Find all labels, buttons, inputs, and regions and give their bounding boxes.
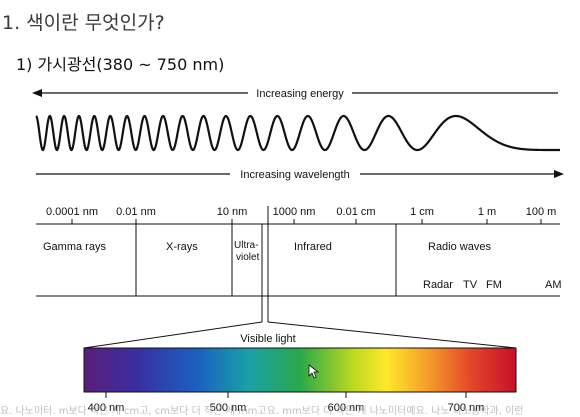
spectrum-tick-700: 700 nm: [448, 402, 485, 414]
region-band: [36, 223, 560, 297]
section-subtitle: 1) 가시광선(380 ~ 750 nm): [16, 55, 225, 74]
scale-tick-marks: [71, 219, 542, 224]
region-xrays: X-rays: [166, 241, 198, 253]
region-ultraviolet-line1: Ultra-: [234, 240, 258, 251]
region-ultraviolet-line2: violet: [236, 252, 260, 263]
region-am: AM: [545, 279, 562, 291]
visible-light-callout: [83, 206, 517, 349]
region-radio-waves: Radio waves: [428, 241, 491, 253]
spectrum-tick-600: 600 nm: [328, 402, 365, 414]
region-radar: Radar: [423, 279, 453, 291]
tick-label-5: 1 cm: [410, 206, 434, 218]
region-fm: FM: [486, 279, 502, 291]
tick-label-6: 1 m: [478, 206, 496, 218]
spectrum-tick-400: 400 nm: [88, 402, 125, 414]
wavelength-arrow: [36, 170, 564, 178]
region-infrared: Infrared: [294, 241, 332, 253]
caption-overlay: 요. 나노미터. m보다 작은 게 cm고, cm보다 더 작은 게 mm고요.…: [0, 406, 524, 417]
wave-line: [35, 114, 560, 152]
page-title: 1. 색이란 무엇인가?: [2, 12, 165, 34]
wavelength-label: Increasing wavelength: [240, 169, 349, 181]
spectrum-tick-500: 500 nm: [210, 402, 247, 414]
tick-label-3: 1000 nm: [273, 206, 316, 218]
tick-label-4: 0.01 cm: [336, 206, 375, 218]
visible-spectrum-bar: [83, 347, 517, 393]
tick-label-0: 0.0001 nm: [46, 206, 98, 218]
spectrum-tick-marks: [105, 392, 467, 398]
visible-light-label: Visible light: [240, 333, 295, 345]
tick-label-7: 100 m: [526, 206, 557, 218]
energy-label: Increasing energy: [256, 88, 344, 100]
tick-label-1: 0.01 nm: [116, 206, 156, 218]
tick-label-2: 10 nm: [217, 206, 248, 218]
region-tv: TV: [463, 279, 478, 291]
energy-arrow: [32, 89, 558, 97]
mouse-cursor-icon: [308, 364, 320, 379]
region-gamma-rays: Gamma rays: [43, 241, 106, 253]
